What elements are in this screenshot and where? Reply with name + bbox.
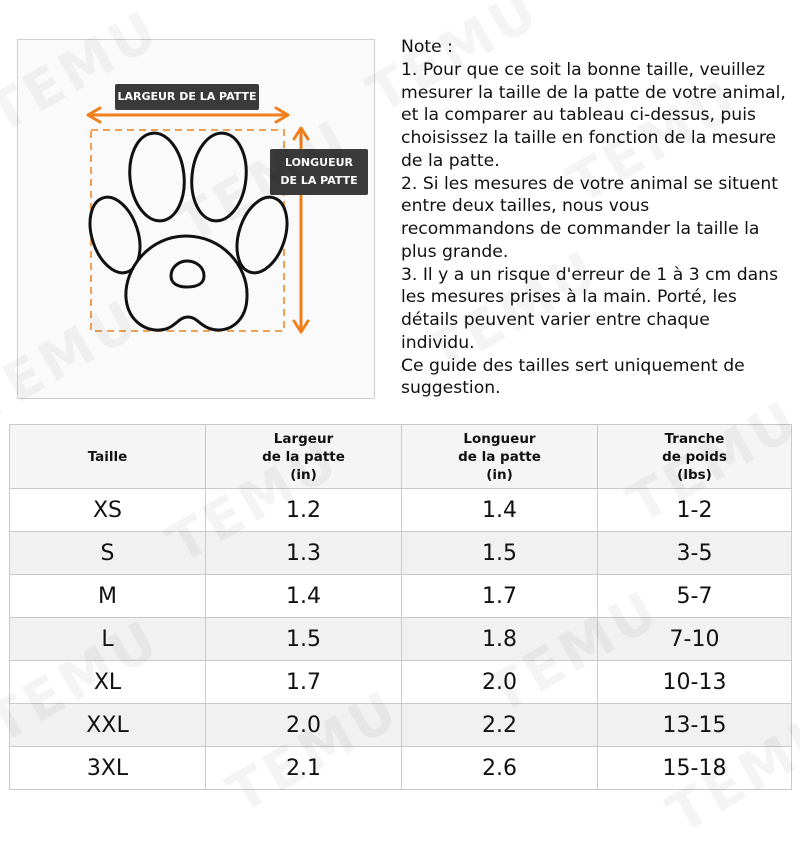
notes-text: Note : 1. Pour que ce soit la bonne tail… [401,36,800,400]
note-line: et la comparer au tableau ci-dessus, pui… [401,105,756,126]
weight-cell: 15-18 [597,746,792,790]
size-cell: S [9,531,206,575]
paw-diagram: LARGEUR DE LA PATTE LONGUEUR DE LA PATTE [17,39,375,399]
weight-cell: 1-2 [597,488,792,532]
length-cell: 1.4 [401,488,598,532]
width-cell: 1.3 [205,531,402,575]
header-size: Taille [9,424,206,489]
weight-cell: 7-10 [597,617,792,661]
length-cell: 2.2 [401,703,598,747]
note-line: les mesures prises à la main. Porté, les [401,287,737,308]
weight-cell: 3-5 [597,531,792,575]
note-line: suggestion. [401,378,501,399]
note-line: Note : [401,37,453,57]
table-row: XXL 2.0 2.2 13-15 [9,703,792,747]
table-row: 3XL 2.1 2.6 15-18 [9,746,792,790]
table-row: XL 1.7 2.0 10-13 [9,660,792,704]
size-cell: L [9,617,206,661]
width-cell: 2.0 [205,703,402,747]
note-line: choisissez la taille en fonction de la m… [401,128,777,148]
paw-measure-graphic [86,106,310,334]
size-cell: 3XL [9,746,206,790]
width-label: LARGEUR DE LA PATTE [115,84,259,110]
length-cell: 1.7 [401,574,598,618]
note-line: individu. [401,332,475,353]
size-table: Taille Largeur de la patte (in) Longueur… [9,424,792,790]
weight-cell: 10-13 [597,660,792,704]
note-line: 1. Pour que ce soit la bonne taille, veu… [401,59,766,80]
length-label: LONGUEUR DE LA PATTE [270,149,368,195]
size-cell: XXL [9,703,206,747]
size-cell: XS [9,488,206,532]
note-line: mesurer la taille de la patte de votre a… [401,82,786,103]
note-line: de la patte. [401,150,500,171]
length-cell: 2.0 [401,660,598,704]
length-cell: 1.5 [401,531,598,575]
note-line: 3. Il y a un risque d'erreur de 1 à 3 cm… [401,264,779,285]
size-cell: M [9,574,206,618]
note-line: recommandons de commander la taille la [401,219,760,239]
length-cell: 2.6 [401,746,598,790]
width-cell: 1.2 [205,488,402,532]
width-cell: 2.1 [205,746,402,790]
note-line: détails peuvent varier entre chaque [401,310,710,330]
note-line: plus grande. [401,241,509,262]
width-arrow [86,106,290,124]
note-line: 2. Si les mesures de votre animal se sit… [401,173,778,194]
header-paw-width: Largeur de la patte (in) [205,424,402,489]
width-cell: 1.5 [205,617,402,661]
weight-cell: 13-15 [597,703,792,747]
width-cell: 1.7 [205,660,402,704]
table-header-row: Taille Largeur de la patte (in) Longueur… [9,424,792,489]
table-row: S 1.3 1.5 3-5 [9,531,792,575]
weight-cell: 5-7 [597,574,792,618]
table-row: L 1.5 1.8 7-10 [9,617,792,661]
header-weight-range: Tranche de poids (lbs) [597,424,792,489]
header-paw-length: Longueur de la patte (in) [401,424,598,489]
width-cell: 1.4 [205,574,402,618]
note-line: Ce guide des tailles sert uniquement de [401,355,745,376]
paw-icon [88,131,289,332]
size-cell: XL [9,660,206,704]
table-row: XS 1.2 1.4 1-2 [9,488,792,532]
length-cell: 1.8 [401,617,598,661]
note-line: entre deux tailles, nous vous [401,196,650,217]
table-row: M 1.4 1.7 5-7 [9,574,792,618]
